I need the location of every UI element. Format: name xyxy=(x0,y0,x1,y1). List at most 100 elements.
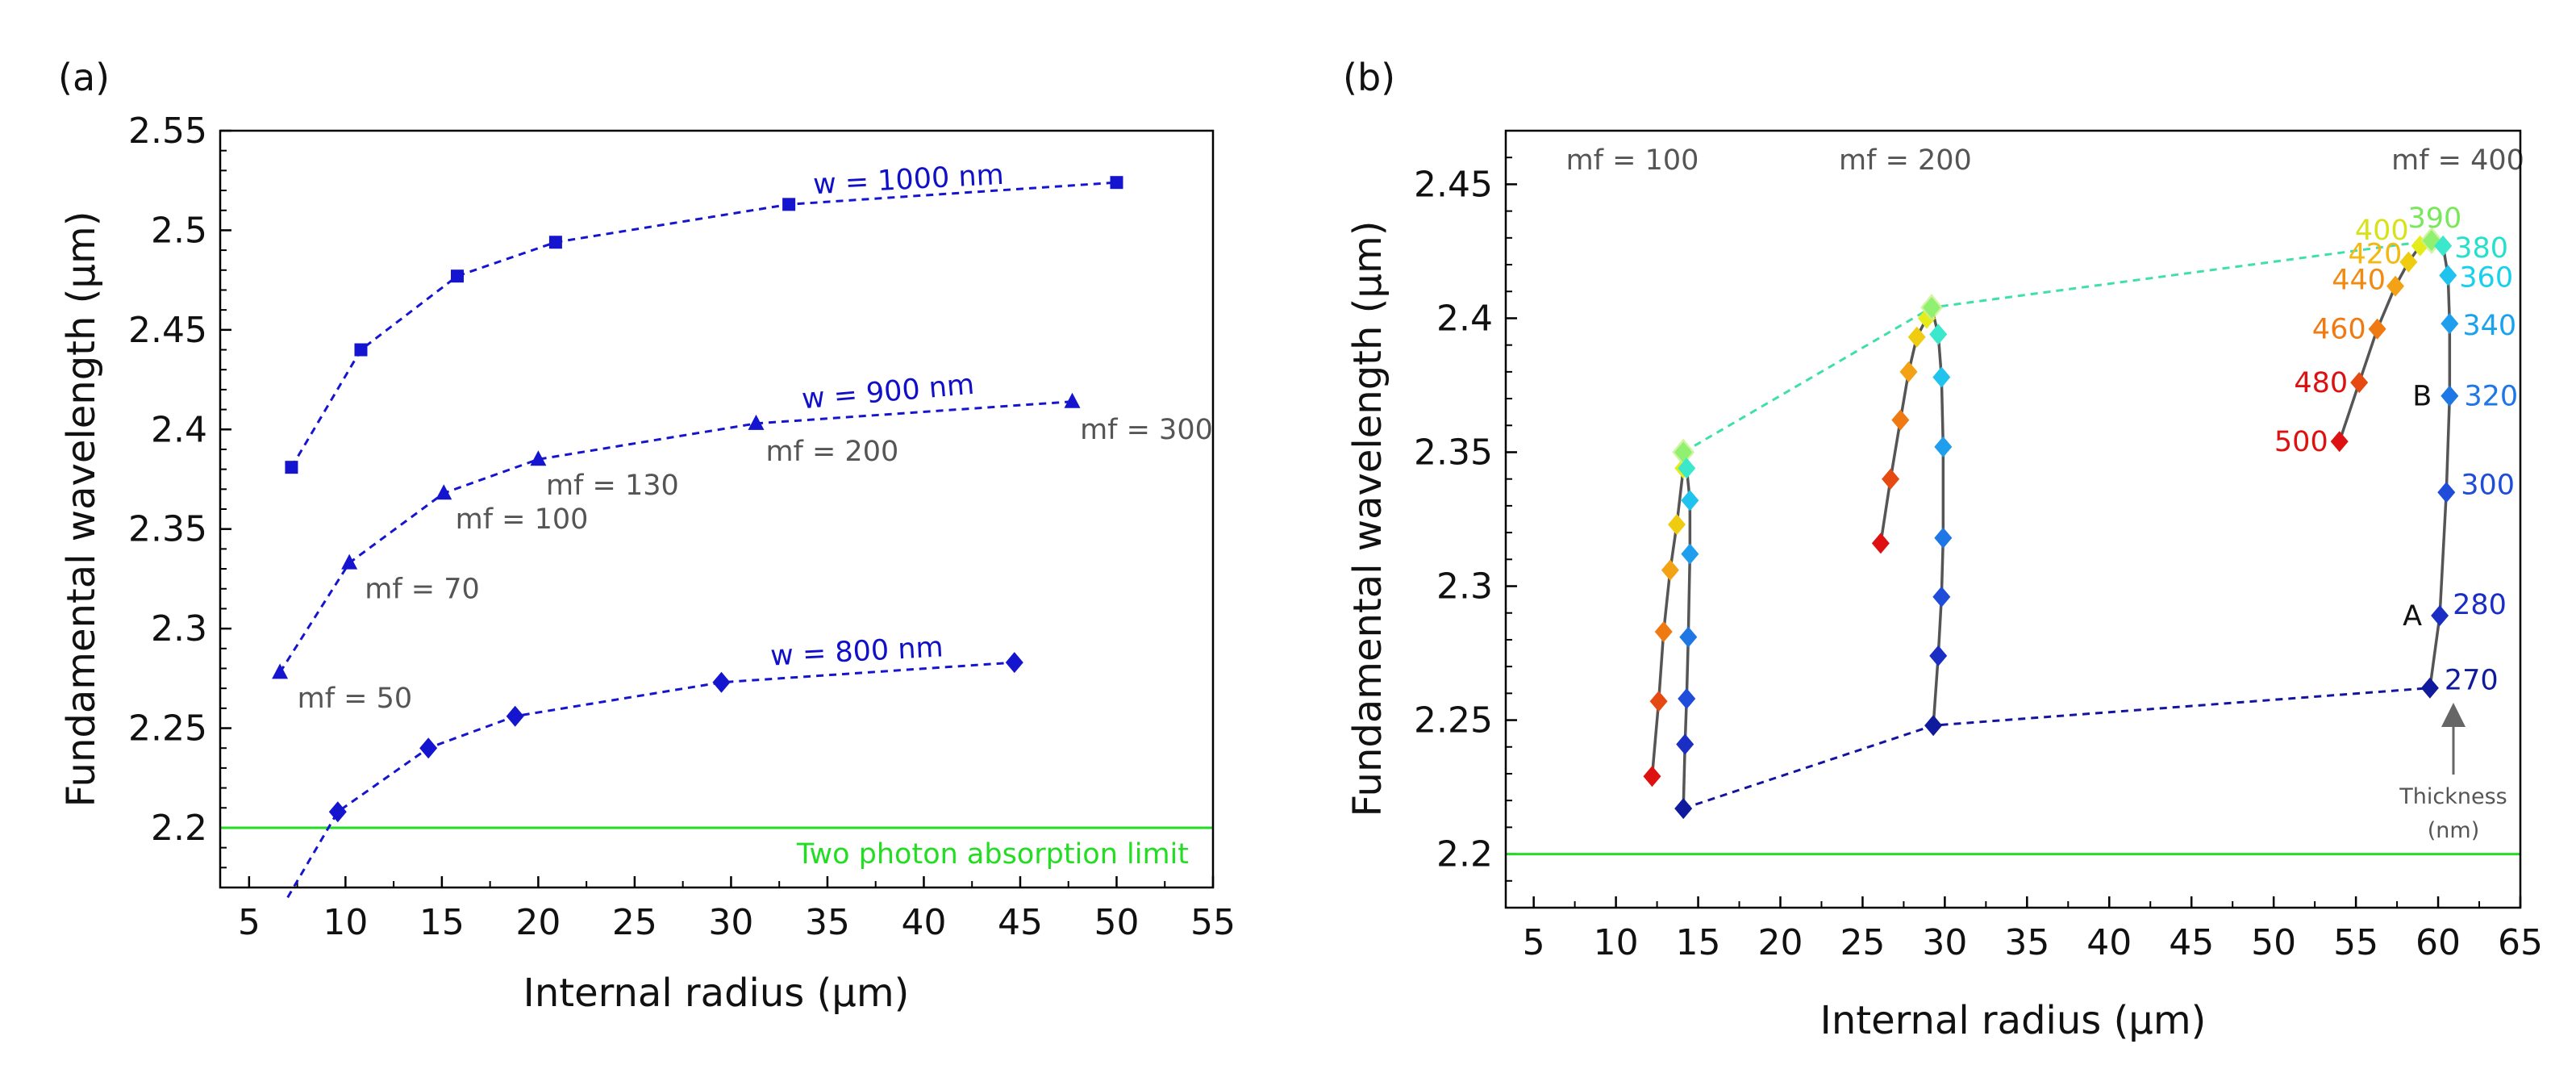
thickness-curve-2 xyxy=(2338,239,2452,688)
x-tick-label: 25 xyxy=(612,902,657,943)
thickness-label: 480 xyxy=(2294,367,2348,399)
data-point xyxy=(2368,318,2386,340)
data-point xyxy=(1899,361,1918,382)
data-point xyxy=(1674,798,1693,820)
connector-line-0 xyxy=(1682,239,2432,453)
x-tick-label: 35 xyxy=(2004,922,2049,963)
data-point xyxy=(1678,457,1696,479)
data-point xyxy=(1064,392,1081,408)
data-point xyxy=(2431,605,2449,627)
data-point xyxy=(1681,490,1699,512)
data-point xyxy=(1643,766,1661,787)
panel-b-annotations: mf = 100 mf = 200 mf = 400 500 480 460 4404204… xyxy=(1566,144,2524,697)
x-tick-label: 20 xyxy=(1757,922,1803,963)
thickness-label: 320 xyxy=(2464,381,2518,413)
thickness-label: 360 xyxy=(2459,261,2513,294)
data-point xyxy=(1661,559,1679,581)
x-tick-label: 10 xyxy=(323,902,368,943)
data-point xyxy=(548,236,562,249)
data-point xyxy=(2441,313,2459,335)
mf-label: mf = 70 xyxy=(365,573,480,605)
data-point xyxy=(1678,687,1696,709)
data-point xyxy=(2399,251,2418,273)
mf-label: mf = 100 xyxy=(456,503,589,536)
data-point xyxy=(1681,543,1699,565)
y-tick-label: 2.55 xyxy=(128,111,207,152)
data-point xyxy=(451,269,465,283)
y-tick-label: 2.3 xyxy=(151,608,207,649)
data-point xyxy=(1882,468,1900,490)
data-point xyxy=(1110,176,1123,190)
panel-a-ticks: 5 10 15 20 25 30 35 40 45 50 55 2.2 2.25 2.3 2.35 2.4 2.… xyxy=(128,111,1236,943)
data-point xyxy=(712,671,731,693)
data-point xyxy=(272,663,289,679)
panel-a: (a) 5 10 15 20 25 30 35 40 45 50 55 2.2 2.25 2.3 2.35 2… xyxy=(58,56,1236,1016)
thickness-label: 420 xyxy=(2349,239,2403,271)
data-point xyxy=(1871,532,1890,554)
data-point xyxy=(2420,677,2439,699)
data-point xyxy=(1674,441,1693,463)
x-tick-label: 65 xyxy=(2498,922,2543,963)
data-point xyxy=(1676,733,1694,755)
mf-label: mf = 200 xyxy=(765,436,898,468)
data-point xyxy=(1934,527,1953,549)
y-tick-label: 2.45 xyxy=(128,310,207,351)
data-point xyxy=(285,461,298,474)
x-tick-label: 50 xyxy=(1094,902,1139,943)
thickness-label: 340 xyxy=(2462,310,2516,342)
x-tick-label: 45 xyxy=(2169,922,2214,963)
x-tick-label: 30 xyxy=(708,902,753,943)
data-point xyxy=(1654,620,1673,642)
data-point xyxy=(1929,645,1948,666)
series-line-0 xyxy=(290,181,1117,468)
data-point xyxy=(2434,235,2453,257)
group-label: mf = 400 xyxy=(2391,144,2524,177)
data-point xyxy=(2439,265,2457,286)
y-tick-label: 2.25 xyxy=(1414,700,1493,741)
y-tick-label: 2.4 xyxy=(1436,298,1493,339)
thickness-label: 500 xyxy=(2274,426,2328,458)
series-line-1 xyxy=(278,400,1073,674)
panel-b-y-axis-title: Fundamental wavelength (µm) xyxy=(1345,221,1390,817)
x-tick-label: 45 xyxy=(998,902,1043,943)
two-photon-limit-label: Two photon absorption limit xyxy=(796,838,1189,871)
connector-line-1 xyxy=(1682,687,2430,810)
panel-a-y-axis-title: Fundamental wavelength (µm) xyxy=(59,211,104,808)
panel-b-frame xyxy=(1504,129,2522,909)
mf-label: mf = 300 xyxy=(1080,414,1213,446)
data-point xyxy=(1932,366,1951,388)
data-point xyxy=(419,737,438,759)
panel-a-frame xyxy=(219,129,1215,889)
data-point xyxy=(2441,385,2459,407)
thickness-label: 300 xyxy=(2461,469,2515,501)
marker-label-b: B xyxy=(2412,381,2432,413)
thickness-label: 380 xyxy=(2454,232,2508,265)
x-tick-label: 35 xyxy=(805,902,850,943)
panel-b-label: (b) xyxy=(1343,56,1395,99)
mf-label: mf = 130 xyxy=(546,470,679,502)
data-point xyxy=(1891,409,1910,431)
thickness-note-line1: Thickness xyxy=(2399,784,2507,809)
y-tick-label: 2.35 xyxy=(1414,432,1493,473)
data-point xyxy=(782,198,796,211)
panel-a-series xyxy=(272,176,1123,899)
thickness-label: 460 xyxy=(2312,314,2366,346)
x-tick-label: 40 xyxy=(901,902,946,943)
y-tick-label: 2.5 xyxy=(151,210,207,251)
x-tick-label: 20 xyxy=(515,902,561,943)
data-point xyxy=(1923,297,1941,319)
x-tick-label: 50 xyxy=(2251,922,2296,963)
data-point xyxy=(1005,652,1023,674)
y-tick-label: 2.4 xyxy=(151,409,207,450)
x-tick-label: 10 xyxy=(1594,922,1639,963)
series-line-2 xyxy=(286,661,1015,899)
thickness-label: 280 xyxy=(2453,589,2507,621)
x-tick-label: 55 xyxy=(2333,922,2378,963)
x-tick-label: 25 xyxy=(1840,922,1885,963)
series-label-w900: w = 900 nm xyxy=(800,369,975,416)
x-tick-label: 60 xyxy=(2416,922,2461,963)
panel-b-x-axis-title: Internal radius (µm) xyxy=(1820,998,2207,1043)
y-tick-label: 2.2 xyxy=(1436,834,1493,875)
panel-b-ticks: 5 10 15 20 25 30 35 40 45 50 55 60 65 2.2 2.25 2.3 2.35 2… xyxy=(1414,130,2543,963)
